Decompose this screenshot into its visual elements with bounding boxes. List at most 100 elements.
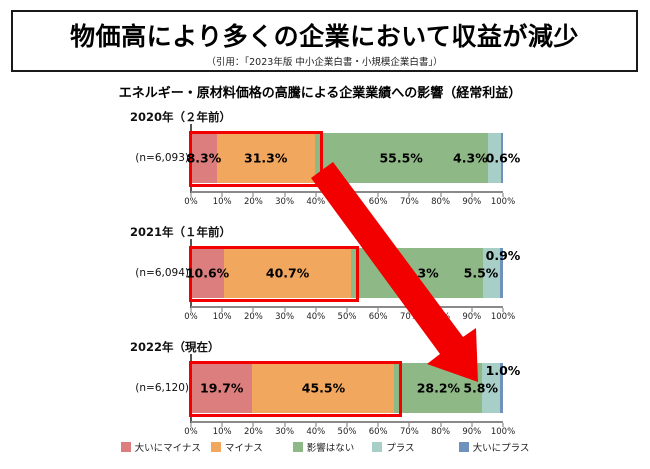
axis-tick-label: 40% — [306, 312, 326, 322]
legend-label: プラス — [386, 443, 415, 454]
bar-segment — [191, 363, 253, 413]
axis-tick — [502, 423, 504, 427]
legend-label: 影響はない — [306, 443, 355, 454]
axis-tick-label: 70% — [399, 427, 419, 437]
axis-tick — [284, 308, 286, 312]
sample-size-label: (n=6,094) — [135, 267, 189, 279]
axis-tick-label: 50% — [337, 197, 357, 207]
stacked-bar: 8.3% 31.3% 55.5% 4.3% 0.6% — [187, 124, 520, 193]
axis-tick-label: 100% — [490, 427, 516, 437]
axis-tick-label: 0% — [184, 197, 198, 207]
axis-tick — [440, 423, 442, 427]
axis-tick-label: 90% — [462, 312, 482, 322]
axis-tick — [252, 423, 254, 427]
bar-segment — [500, 248, 503, 298]
axis-tick — [221, 193, 223, 197]
chart-group-2020: 2020年（２年前） (n=6,093) 8.3% 31.3% 55.5% 4.3% 0… — [103, 109, 643, 211]
legend-item: 大いにプラス — [458, 440, 530, 454]
value-label: 0.9% — [485, 248, 521, 263]
legend-label: 大いにプラス — [472, 443, 530, 454]
bar-segment — [481, 363, 500, 413]
axis-tick-label: 50% — [337, 427, 357, 437]
axis-tick — [346, 423, 348, 427]
axis-tick-label: 100% — [490, 312, 516, 322]
bar-segment — [499, 363, 504, 413]
sample-size-label: (n=6,120) — [135, 382, 189, 394]
chart-group-2022: 2022年（現在） (n=6,120) 19.7% 45.5% 28.2% 5.8% 1… — [103, 339, 643, 441]
value-label: 8.3% — [186, 150, 222, 166]
legend-item: 影響はない — [292, 440, 355, 454]
legend-label: マイナス — [224, 443, 263, 454]
axis-tick — [284, 193, 286, 197]
axis-tick-label: 40% — [306, 427, 326, 437]
bar-row: (n=6,093) 8.3% 31.3% 55.5% 4.3% 0.6% — [103, 124, 643, 193]
x-axis: 0% 10% 20% 30% 40% 50% 60% 70% 80% 90% 100% — [184, 191, 515, 211]
axis-tick-label: 80% — [431, 197, 451, 207]
value-label: 55.5% — [379, 150, 423, 166]
chart-group-2021: 2021年（１年前） (n=6,094) 10.6% 40.7% 42.3% 5.5%… — [103, 224, 643, 326]
axis-tick-label: 60% — [368, 427, 388, 437]
legend-item: プラス — [372, 440, 415, 454]
axis-tick-label: 30% — [275, 197, 295, 207]
axis-tick — [252, 193, 254, 197]
value-label: 5.8% — [463, 380, 499, 396]
axis-tick-label: 60% — [368, 312, 388, 322]
legend-swatch — [120, 442, 131, 452]
axis-tick-label: 70% — [399, 312, 419, 322]
axis-tick-label: 60% — [368, 197, 388, 207]
legend: 大いにマイナス マイナス 影響はない プラス 大いにプラス — [0, 440, 650, 454]
value-label: 31.3% — [244, 150, 288, 166]
axis-tick-label: 30% — [275, 427, 295, 437]
bar-segments — [191, 133, 503, 183]
axis-tick — [221, 308, 223, 312]
value-label: 45.5% — [301, 380, 346, 396]
page-title: 物価高により多くの企業において収益が減少 — [70, 22, 579, 51]
axis-tick — [502, 193, 504, 197]
group-label: 2022年（現在） — [130, 340, 220, 354]
group-label: 2020年（２年前） — [130, 110, 232, 124]
sample-size-label: (n=6,093) — [135, 152, 189, 164]
axis-tick-label: 80% — [431, 312, 451, 322]
title-box: 物価高により多くの企業において収益が減少 （引用：「2023年版 中小企業白書・… — [11, 10, 638, 72]
legend-swatch — [458, 442, 469, 452]
value-label: 28.2% — [416, 380, 461, 396]
legend-swatch — [372, 442, 383, 452]
axis-tick-label: 50% — [337, 312, 357, 322]
axis-tick — [190, 423, 192, 427]
axis-tick — [408, 423, 410, 427]
axis-tick — [377, 423, 379, 427]
axis-tick-label: 80% — [431, 427, 451, 437]
bar-segment — [191, 248, 225, 298]
group-label: 2021年（１年前） — [130, 225, 232, 239]
legend-swatch — [210, 442, 221, 452]
x-axis: 0% 10% 20% 30% 40% 50% 60% 70% 80% 90% 100% — [184, 306, 515, 326]
axis-tick-label: 10% — [212, 427, 232, 437]
axis-tick-label: 70% — [399, 197, 419, 207]
chart-title: エネルギー・原材料価格の高騰による企業業績への影響（経常利益） — [118, 86, 522, 101]
axis-tick-label: 20% — [243, 312, 263, 322]
value-label: 1.0% — [485, 363, 521, 378]
legend-item: マイナス — [210, 440, 263, 454]
axis-tick-label: 100% — [490, 197, 516, 207]
axis-tick-label: 90% — [462, 427, 482, 437]
bar-segment — [483, 248, 501, 298]
axis-tick-label: 0% — [184, 427, 198, 437]
axis-tick-label: 30% — [275, 312, 295, 322]
axis-tick — [190, 308, 192, 312]
axis-tick — [315, 423, 317, 427]
value-label: 10.6% — [185, 265, 230, 281]
axis-tick-label: 20% — [243, 427, 263, 437]
stacked-bar: 19.7% 45.5% 28.2% 5.8% 1.0% — [189, 354, 520, 423]
axis-vertical-line — [190, 354, 192, 423]
axis-tick — [471, 423, 473, 427]
bar-segment — [191, 133, 217, 183]
bar-row: (n=6,120) 19.7% 45.5% 28.2% 5.8% 1.0% — [103, 354, 643, 423]
axis-tick — [190, 193, 192, 197]
bar-segments — [191, 248, 503, 298]
value-label: 5.5% — [463, 265, 499, 281]
legend-swatch — [292, 442, 303, 452]
axis-tick-label: 0% — [184, 312, 198, 322]
axis-tick-label: 10% — [212, 197, 232, 207]
axis-tick — [284, 423, 286, 427]
axis-tick — [502, 308, 504, 312]
